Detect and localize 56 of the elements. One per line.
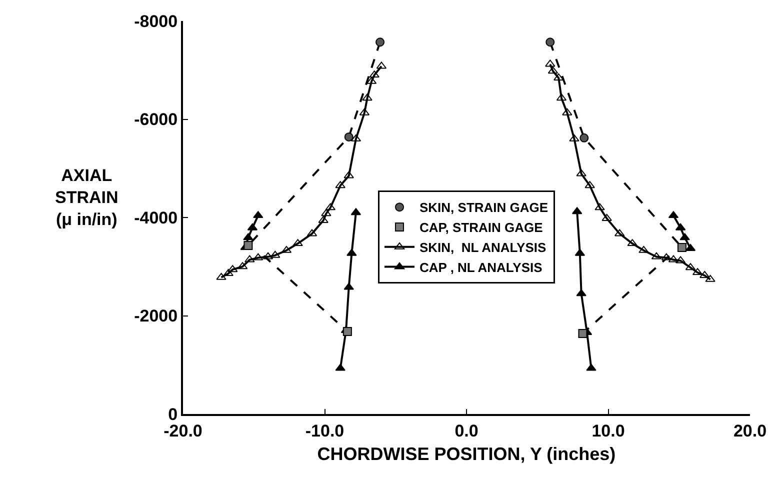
point <box>216 272 226 280</box>
y-tick-label: 0 <box>168 404 178 424</box>
x-axis-title: CHORDWISE POSITION, Y (inches) <box>317 444 616 464</box>
point <box>546 38 555 47</box>
point <box>344 171 354 178</box>
point <box>578 328 588 338</box>
legend-label: SKIN, STRAIN GAGE <box>420 200 548 216</box>
point <box>661 253 672 260</box>
point <box>335 364 346 371</box>
point <box>594 203 605 210</box>
point <box>335 181 346 188</box>
point <box>584 181 595 188</box>
point <box>705 274 716 282</box>
x-tick-label: 0.0 <box>454 421 478 440</box>
point <box>342 326 352 336</box>
x-tick-label: -20.0 <box>164 421 202 440</box>
y-tick-label: -6000 <box>134 110 178 130</box>
point <box>586 364 596 371</box>
legend-label: CAP , NL ANALYSIS <box>420 260 543 275</box>
x-tick-label: 10.0 <box>592 421 625 440</box>
point <box>244 255 255 262</box>
point <box>344 282 354 290</box>
point <box>700 270 710 278</box>
point <box>376 38 385 47</box>
point <box>362 94 372 101</box>
point <box>677 242 686 252</box>
point <box>344 132 354 142</box>
y-tick-label: -8000 <box>134 12 178 31</box>
point <box>253 253 264 260</box>
legend-label: CAP, STRAIN GAGE <box>420 220 544 236</box>
point <box>292 239 303 246</box>
point <box>545 60 556 67</box>
point <box>244 241 253 250</box>
point <box>321 209 332 216</box>
point <box>569 134 580 142</box>
legend-label: SKIN, NL ANALYSIS <box>420 240 546 255</box>
point <box>638 246 649 253</box>
point <box>576 289 586 296</box>
point <box>253 211 264 218</box>
point <box>576 169 586 176</box>
point <box>318 216 328 223</box>
point <box>602 214 612 221</box>
point <box>562 108 572 116</box>
point <box>580 133 589 142</box>
point <box>627 239 638 246</box>
point <box>270 250 280 258</box>
point <box>369 70 380 78</box>
x-tick-label: 20.0 <box>733 421 767 440</box>
point <box>346 248 357 256</box>
point <box>680 233 690 240</box>
point <box>243 233 254 240</box>
y-tick-label: -4000 <box>134 208 178 228</box>
point <box>554 73 564 80</box>
y-tick-label: -2000 <box>134 306 178 326</box>
x-tick-label: -10.0 <box>305 421 344 440</box>
y-axis-title: AXIAL STRAIN (μ in/in) <box>55 166 118 230</box>
